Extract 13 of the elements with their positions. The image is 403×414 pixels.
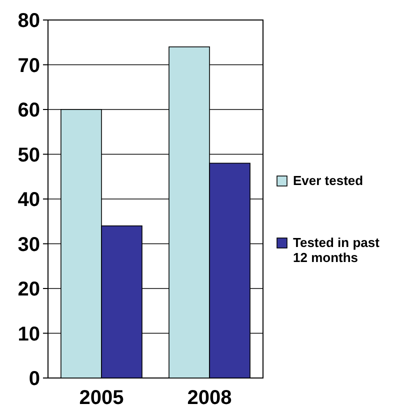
legend-label: Tested in past 12 months: [293, 235, 380, 265]
legend-label: Ever tested: [293, 173, 364, 188]
x-tick-label: 2008: [187, 387, 232, 409]
y-tick-label: 80: [18, 10, 40, 32]
x-tick-label: 2005: [79, 387, 124, 409]
y-tick-label: 70: [18, 54, 40, 77]
y-tick-label: 0: [28, 368, 40, 390]
y-tick-label: 40: [18, 189, 40, 211]
y-tick-label: 60: [18, 100, 40, 122]
y-tick-label: 20: [18, 278, 40, 300]
y-tick-label: 30: [18, 234, 40, 256]
y-tick-label: 10: [18, 323, 40, 346]
y-tick-label: 50: [18, 144, 40, 166]
